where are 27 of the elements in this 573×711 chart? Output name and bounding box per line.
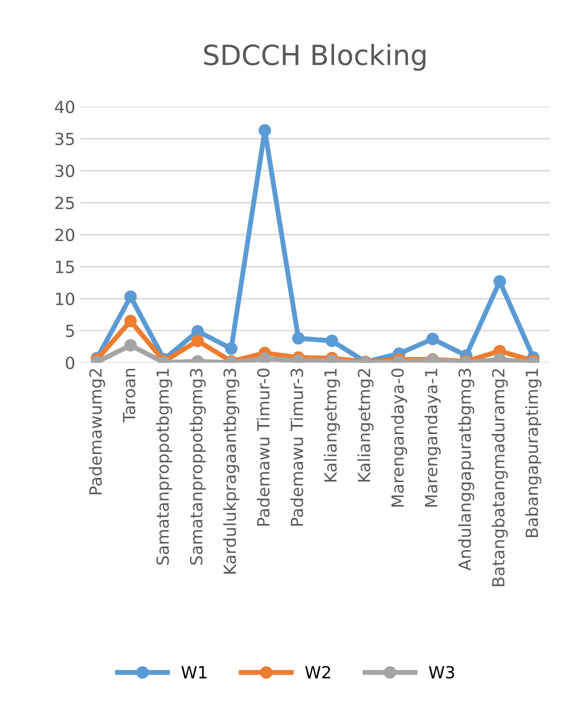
x-tick-label: Samatanproppotbgmg1 bbox=[156, 369, 172, 565]
y-tick-label: 40 bbox=[54, 100, 74, 114]
y-tick-label: 25 bbox=[55, 196, 74, 210]
x-tick-label: Babangapuraptimg1 bbox=[525, 369, 542, 538]
x-tick-label: Taroan bbox=[123, 368, 136, 423]
y-tick-label: 20 bbox=[55, 228, 74, 242]
x-tick-label: Andulanggapuratbgmg3 bbox=[458, 368, 474, 571]
y-tick-label: 15 bbox=[56, 260, 74, 274]
legend-label: W3 bbox=[428, 666, 454, 679]
y-tick-label: 10 bbox=[56, 292, 74, 306]
legend-label: W2 bbox=[305, 666, 330, 678]
x-tick-label: Kaliangetmg1 bbox=[324, 369, 340, 482]
x-tick-label: Marengandaya-0 bbox=[390, 368, 408, 507]
y-tick-label: 0 bbox=[66, 356, 74, 370]
x-tick-label: Pademawu Timur-0 bbox=[256, 368, 270, 526]
x-tick-label: Marengandaya-1 bbox=[424, 369, 441, 507]
x-tick-label: Kaliangetmg2 bbox=[357, 369, 374, 482]
y-tick-label: 30 bbox=[55, 164, 74, 178]
x-tick-label: Batangbatangmaduramg2 bbox=[492, 369, 508, 586]
x-tick-label: Pademawumg2 bbox=[88, 369, 106, 494]
x-tick-label: Samatanproppotbgmg3 bbox=[190, 368, 206, 565]
x-tick-label: Kardulukpragaantbgmg3 bbox=[223, 368, 240, 574]
y-tick-label: 35 bbox=[55, 132, 74, 146]
x-tick-label: Pademawu Timur-3 bbox=[290, 368, 304, 526]
y-tick-label: 5 bbox=[66, 324, 74, 338]
chart-title: SDCCH Blocking bbox=[204, 44, 426, 71]
legend-label: W1 bbox=[181, 666, 206, 678]
